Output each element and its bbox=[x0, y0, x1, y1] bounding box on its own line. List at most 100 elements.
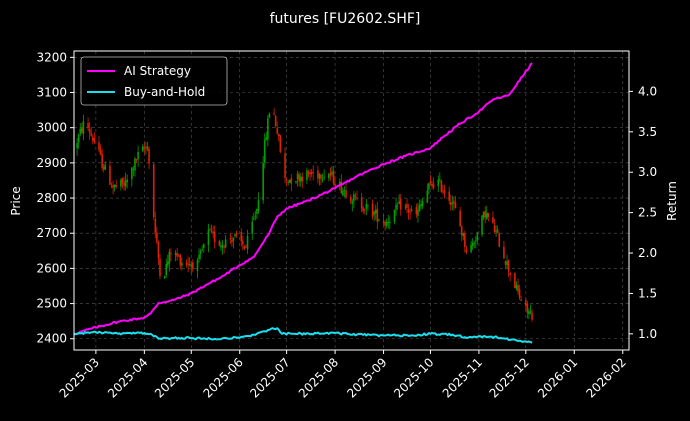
y2-tick-label: 3.5 bbox=[638, 125, 657, 139]
candle-body bbox=[363, 209, 366, 211]
candle-body bbox=[340, 181, 343, 193]
candle-body bbox=[170, 252, 172, 254]
candle-body bbox=[529, 311, 532, 313]
candle-body bbox=[126, 179, 128, 182]
candle-body bbox=[159, 258, 161, 277]
candle-body bbox=[382, 221, 385, 224]
candle-body bbox=[432, 184, 435, 188]
candle-body bbox=[398, 201, 400, 205]
candle-body bbox=[393, 209, 396, 222]
candle-body bbox=[351, 201, 354, 204]
candle-body bbox=[525, 299, 527, 306]
x-tick-label: 2025-09 bbox=[344, 355, 389, 400]
candle-body bbox=[101, 154, 103, 168]
candle-body bbox=[448, 191, 451, 201]
candle-body bbox=[421, 201, 424, 207]
candle-body bbox=[431, 183, 433, 187]
candle-body bbox=[223, 246, 225, 248]
candle-body bbox=[188, 264, 191, 266]
candle-body bbox=[285, 179, 288, 181]
candle-body bbox=[148, 148, 150, 164]
candle-body bbox=[146, 146, 149, 150]
candle-body bbox=[328, 174, 330, 179]
x-tick-label: 2026-02 bbox=[584, 355, 629, 400]
candle-body bbox=[449, 202, 452, 206]
candle-body bbox=[179, 254, 182, 266]
candle-body bbox=[135, 158, 138, 161]
candle-body bbox=[462, 233, 465, 237]
candle-body bbox=[109, 165, 111, 185]
candle-body bbox=[198, 254, 200, 260]
candle-body bbox=[470, 245, 472, 252]
candle-body bbox=[453, 200, 455, 204]
candle-body bbox=[471, 242, 474, 247]
candle-body bbox=[338, 181, 341, 185]
candle-body bbox=[320, 174, 322, 179]
candle-body bbox=[257, 200, 260, 211]
x-tick-label: 2025-05 bbox=[152, 355, 197, 400]
legend-label: AI Strategy bbox=[124, 64, 191, 78]
candles-layer bbox=[76, 108, 533, 322]
candle-body bbox=[384, 222, 386, 226]
candle-body bbox=[473, 242, 476, 244]
candle-body bbox=[112, 185, 114, 188]
candle-body bbox=[284, 153, 286, 179]
candle-body bbox=[518, 289, 521, 298]
candle-body bbox=[210, 230, 213, 232]
legend: AI Strategy Buy-and-Hold bbox=[80, 56, 228, 106]
candle-body bbox=[273, 113, 275, 115]
candle-body bbox=[88, 129, 91, 133]
candle-body bbox=[298, 174, 300, 182]
candle-body bbox=[121, 177, 124, 184]
candle-body bbox=[376, 208, 379, 222]
candle-body bbox=[318, 173, 321, 179]
candle-body bbox=[131, 167, 133, 180]
candle-body bbox=[492, 217, 494, 224]
y-tick-label: 2800 bbox=[36, 191, 67, 205]
candle-body bbox=[487, 213, 490, 218]
candle-body bbox=[287, 182, 289, 184]
candle-body bbox=[332, 170, 335, 184]
candle-body bbox=[79, 128, 82, 134]
candle-body bbox=[199, 251, 202, 254]
candle-body bbox=[451, 202, 454, 204]
candle-body bbox=[141, 146, 144, 152]
candle-body bbox=[514, 272, 516, 289]
candle-body bbox=[90, 133, 92, 136]
candle-body bbox=[439, 179, 441, 180]
candle-body bbox=[81, 127, 83, 133]
candle-body bbox=[278, 133, 280, 137]
y-tick-label: 2700 bbox=[36, 226, 67, 240]
candle-body bbox=[123, 182, 125, 186]
candle-body bbox=[312, 172, 314, 174]
candle-body bbox=[396, 206, 399, 207]
candle-body bbox=[520, 299, 522, 301]
x-axis: 2025-03 2025-04 2025-05 2025-06 2025-07 2025-… bbox=[57, 350, 629, 401]
candle-body bbox=[482, 211, 485, 218]
candle-body bbox=[409, 211, 411, 213]
x-tick-label: 2025-08 bbox=[296, 355, 341, 400]
candle-body bbox=[254, 215, 257, 217]
candle-body bbox=[152, 164, 155, 218]
candle-body bbox=[213, 231, 216, 243]
candle-body bbox=[399, 198, 402, 210]
candle-body bbox=[154, 218, 157, 233]
candle-body bbox=[464, 233, 466, 248]
candle-body bbox=[321, 179, 324, 181]
y-tick-label: 2500 bbox=[36, 297, 67, 311]
candle-body bbox=[115, 184, 118, 187]
y-tick-label: 3100 bbox=[36, 86, 67, 100]
candle-body bbox=[371, 203, 374, 217]
candle-body bbox=[190, 264, 193, 267]
candle-body bbox=[187, 263, 189, 266]
legend-label: Buy-and-Hold bbox=[124, 85, 205, 99]
candle-body bbox=[343, 190, 346, 192]
candle-body bbox=[98, 142, 100, 150]
candle-body bbox=[77, 134, 80, 143]
candle-body bbox=[515, 284, 518, 290]
candle-body bbox=[395, 204, 397, 210]
candle-body bbox=[474, 240, 477, 242]
candle-body bbox=[342, 190, 344, 196]
y2-tick-label: 3.0 bbox=[638, 165, 657, 179]
candle-body bbox=[509, 273, 511, 275]
